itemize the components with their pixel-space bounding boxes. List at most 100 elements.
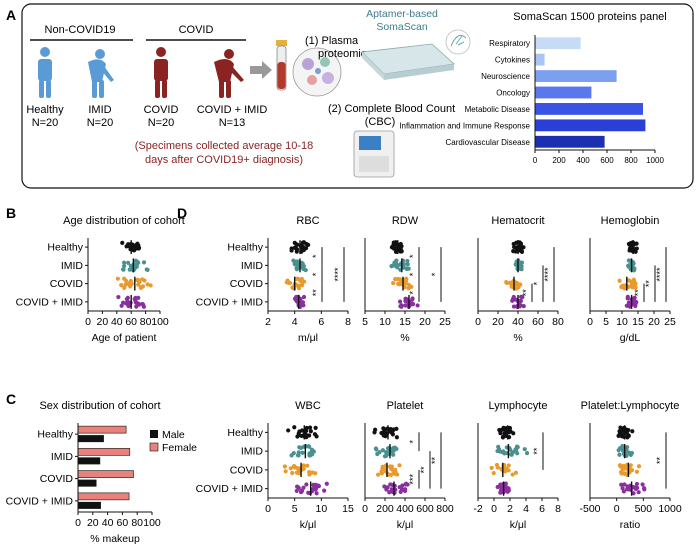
hematocrit-tick-label-0: 0 (475, 316, 481, 328)
somascan-label-metabolic-disease: Metabolic Disease (465, 105, 531, 114)
rbc-point-covid-17 (287, 280, 293, 285)
rdw-point-covid-imid-20 (410, 302, 415, 307)
lymphocyte-point-covid-4 (491, 471, 496, 476)
wbc-point-imid-18 (309, 447, 315, 452)
age-point-imid-14 (145, 267, 150, 273)
age-point-covid-17 (140, 277, 145, 282)
sex-legend-label-male: Male (162, 429, 185, 441)
hemoglobin-xlabel: g/dL (620, 332, 641, 344)
platelet-point-imid-5 (391, 452, 396, 457)
ratio-point-covid-imid-19 (625, 487, 630, 492)
rdw-point-covid-imid-5 (415, 303, 420, 308)
somascan-bar-neuroscience (535, 70, 617, 82)
platelet-tick-label-600: 600 (416, 503, 434, 515)
age-point-covid-imid-18 (136, 302, 142, 307)
somascan-label-neuroscience: Neuroscience (481, 72, 530, 81)
ratio-point-covid-imid-10 (640, 482, 645, 487)
lymphocyte-point-imid-16 (495, 448, 500, 454)
ratio-tick-label-1000: 1000 (658, 503, 682, 515)
rbc-point-healthy-7 (306, 242, 311, 247)
somascan-bar-cytokines (535, 53, 545, 66)
hemoglobin-tick-label-20: 20 (648, 316, 660, 328)
platelet-point-covid-imid-20 (400, 483, 405, 488)
wbc-tick-label-5: 5 (292, 503, 298, 515)
age-point-covid-19 (122, 285, 127, 290)
age-point-covid-7 (136, 282, 141, 287)
aptamer-logo-icon (445, 29, 471, 55)
hematocrit-point-covid-imid-8 (511, 304, 516, 309)
ratio-point-covid-imid-13 (633, 486, 638, 492)
age-point-covid-20 (139, 285, 144, 290)
lymphocyte-xlabel: k/μl (510, 519, 527, 531)
wbc-tick-label-15: 15 (342, 503, 354, 515)
lymphocyte-tick-label-0: 0 (491, 503, 497, 515)
hematocrit-point-covid-6 (518, 282, 523, 287)
somascan-title: SomaScan 1500 proteins panel (513, 11, 667, 23)
panel-d-label: D (177, 205, 187, 221)
wbc-point-covid-16 (301, 466, 306, 471)
sex-bar-female-covid-imid (77, 492, 130, 501)
person-icon-imid (88, 49, 114, 98)
rbc-point-covid-18 (284, 280, 289, 285)
ratio-point-covid-3 (634, 469, 639, 474)
age-point-healthy-18 (134, 242, 139, 247)
platelet-point-imid-21 (385, 446, 391, 451)
person-icon-covid (154, 47, 168, 98)
sex-cat-label-imid: IMID (51, 451, 74, 463)
panel-a-label: A (6, 7, 16, 23)
sex-legend-swatch-male (150, 430, 158, 438)
aptamer-line-1: Aptamer-based (366, 8, 438, 20)
step-1-line-2: proteomics (318, 48, 372, 60)
somascan-tick-label-1000: 1000 (646, 156, 664, 165)
ratio-point-imid-7 (617, 452, 622, 457)
aptamer-line-2: SomaScan (376, 21, 428, 33)
rdw-point-imid-17 (394, 258, 399, 263)
somascan-bar-oncology (535, 86, 592, 99)
somascan-bar-cardiovascular-disease (535, 135, 605, 148)
platelet-point-covid-8 (397, 463, 402, 468)
hemoglobin-point-healthy-19 (628, 245, 633, 250)
platelet-point-covid-17 (395, 472, 400, 477)
sex-cat-label-covid: COVID (40, 473, 74, 485)
age-cat-label-covid: COVID (50, 278, 84, 290)
age-tick-label-80: 80 (140, 316, 152, 328)
somascan-label-cytokines: Cytokines (495, 56, 530, 65)
lymphocyte-tick-label-2: -2 (473, 503, 482, 515)
lymphocyte-point-healthy-20 (502, 431, 507, 436)
hemoglobin-sig-label-0: ** (633, 289, 643, 297)
age-point-healthy-20 (132, 248, 137, 253)
age-xlabel: Age of patient (92, 332, 157, 344)
age-point-covid-5 (128, 284, 133, 289)
lymphocyte-tick-label-6: 6 (539, 503, 545, 515)
hematocrit-point-covid-14 (504, 280, 509, 286)
age-point-covid-11 (127, 281, 132, 286)
rdw-title: RDW (392, 215, 419, 227)
hematocrit-xlabel: % (513, 332, 522, 344)
age-tick-label-100: 100 (151, 316, 169, 328)
wbc-point-covid-4 (305, 463, 310, 468)
platelet-point-covid-imid-17 (388, 482, 393, 487)
wbc-point-covid-imid-20 (294, 488, 299, 494)
ratio-point-covid-19 (618, 469, 624, 475)
wbc-point-imid-16 (296, 452, 301, 458)
somascan-bar-metabolic-disease (535, 103, 643, 115)
hematocrit-sig-label-0: ** (521, 289, 531, 297)
sex-tick-label-80: 80 (131, 517, 143, 529)
sex-xlabel: % makeup (90, 533, 140, 545)
ratio-point-covid-imid-2 (622, 482, 627, 487)
lymphocyte-point-covid-imid-21 (500, 489, 505, 494)
lymphocyte-point-covid-18 (495, 465, 500, 470)
step-2-line-2: (CBC) (365, 116, 396, 128)
hematocrit-tick-label-60: 60 (532, 316, 544, 328)
wbc-point-covid-11 (288, 466, 293, 471)
platelet-sig-label-0: * (408, 440, 418, 444)
rdw-tick-label-20: 20 (419, 316, 431, 328)
age-point-covid-10 (136, 277, 141, 283)
rbc-point-imid-21 (296, 261, 301, 266)
wbc-tick-label-0: 0 (265, 503, 271, 515)
age-point-imid-4 (121, 260, 127, 265)
panel-c-label: C (6, 391, 16, 407)
hematocrit-sig-label-1: * (532, 281, 542, 285)
rdw-sig-label-2: * (408, 291, 418, 295)
platelet-point-imid-18 (382, 454, 388, 459)
